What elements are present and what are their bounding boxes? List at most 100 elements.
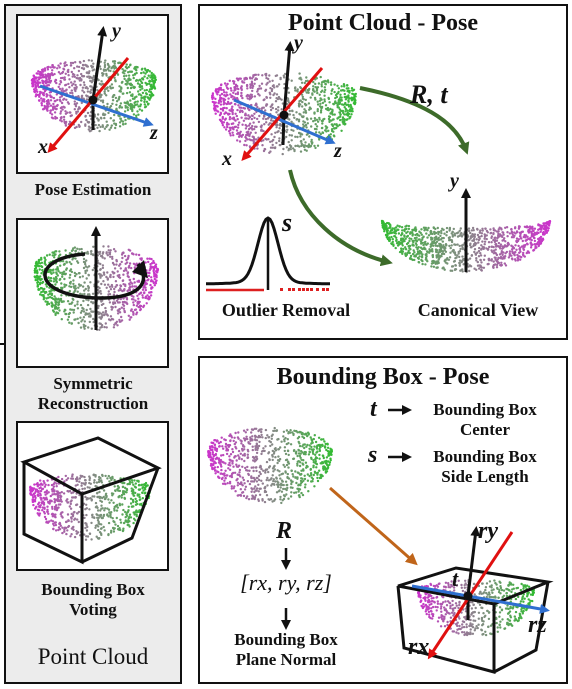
cloud-point bbox=[438, 250, 442, 254]
cloud-point bbox=[114, 126, 117, 130]
cloud-point bbox=[280, 501, 283, 505]
cloud-point bbox=[102, 245, 105, 248]
cloud-point bbox=[215, 91, 218, 94]
cloud-point bbox=[100, 523, 103, 526]
cloud-point bbox=[73, 274, 77, 278]
cloud-point bbox=[260, 107, 263, 111]
cloud-point bbox=[86, 525, 89, 529]
cloud-point bbox=[47, 512, 50, 515]
cloud-point bbox=[326, 79, 330, 82]
cloud-point bbox=[236, 484, 239, 487]
cloud-point bbox=[135, 114, 138, 117]
cloud-point bbox=[56, 103, 59, 107]
cloud-point bbox=[68, 311, 72, 315]
cloud-point bbox=[252, 476, 255, 480]
cloud-point bbox=[156, 267, 159, 271]
cloud-point bbox=[492, 232, 495, 236]
cloud-point bbox=[479, 252, 482, 255]
cloud-point bbox=[99, 292, 103, 295]
cloud-point bbox=[473, 233, 477, 236]
cloud-point bbox=[120, 260, 123, 264]
cloud-point bbox=[308, 447, 311, 450]
cloud-point bbox=[35, 93, 38, 96]
cloud-point bbox=[267, 498, 270, 501]
cloud-point bbox=[458, 234, 461, 237]
cloud-point bbox=[90, 538, 93, 541]
cloud-point bbox=[228, 132, 232, 135]
cloud-point bbox=[153, 87, 157, 90]
cloud-point bbox=[31, 84, 35, 88]
cloud-point bbox=[508, 232, 512, 235]
cloud-point bbox=[105, 286, 108, 289]
cloud-point bbox=[123, 288, 126, 291]
cloud-point bbox=[107, 521, 111, 525]
cloud-point bbox=[33, 483, 36, 486]
cloud-point bbox=[308, 135, 311, 138]
cloud-point bbox=[68, 276, 71, 279]
cloud-point bbox=[382, 221, 385, 225]
cloud-point bbox=[246, 138, 249, 141]
cloud-point bbox=[282, 430, 286, 433]
cloud-point bbox=[513, 231, 516, 234]
cloud-point bbox=[287, 453, 290, 457]
cloud-point bbox=[315, 88, 319, 91]
cloud-point bbox=[293, 148, 296, 152]
cloud-point bbox=[58, 521, 61, 525]
cloud-point bbox=[98, 322, 101, 325]
cloud-point bbox=[298, 100, 301, 103]
cloud-point bbox=[62, 118, 66, 121]
cloud-point bbox=[303, 433, 306, 436]
cloud-point bbox=[442, 252, 446, 256]
cloud-point bbox=[467, 227, 471, 230]
cloud-point bbox=[68, 261, 71, 264]
cloud-point bbox=[392, 243, 395, 246]
cloud-point bbox=[128, 513, 132, 516]
cloud-point bbox=[314, 460, 317, 463]
cloud-point bbox=[53, 66, 56, 69]
cloud-point bbox=[77, 106, 81, 109]
cloud-point bbox=[325, 130, 328, 133]
cloud-point bbox=[45, 497, 48, 501]
cloud-point bbox=[34, 490, 37, 493]
cloud-point bbox=[526, 243, 529, 246]
cloud-point bbox=[222, 447, 225, 450]
cloud-point bbox=[37, 490, 40, 493]
cloud-point bbox=[83, 487, 87, 490]
cloud-point bbox=[146, 279, 149, 282]
cloud-point bbox=[275, 111, 278, 114]
cloud-point bbox=[243, 77, 246, 80]
cloud-point bbox=[287, 497, 290, 500]
cloud-point bbox=[251, 124, 254, 128]
cloud-point bbox=[453, 259, 456, 263]
cloud-point bbox=[92, 473, 95, 477]
cloud-point bbox=[285, 135, 288, 139]
cloud-point bbox=[240, 135, 243, 138]
cloud-point bbox=[278, 137, 281, 140]
cloud-point bbox=[229, 93, 232, 96]
cloud-point bbox=[310, 125, 313, 128]
cloud-point bbox=[501, 239, 504, 242]
cloud-point bbox=[333, 83, 336, 86]
cloud-point bbox=[311, 92, 314, 95]
cloud-point bbox=[135, 515, 138, 518]
cloud-point bbox=[54, 99, 57, 103]
cloud-point bbox=[105, 326, 108, 329]
cloud-point bbox=[236, 108, 239, 112]
cloud-point bbox=[78, 480, 81, 483]
cloud-point bbox=[79, 284, 83, 287]
cloud-point bbox=[128, 278, 132, 282]
cloud-point bbox=[103, 61, 106, 64]
cloud-point bbox=[134, 66, 137, 69]
cloud-point bbox=[450, 244, 453, 247]
cloud-point bbox=[46, 300, 49, 304]
cloud-point bbox=[113, 62, 116, 65]
cloud-point bbox=[234, 441, 238, 444]
cloud-point bbox=[338, 98, 341, 101]
cloud-point bbox=[41, 487, 45, 490]
cloud-point bbox=[330, 92, 333, 95]
cloud-point bbox=[421, 259, 424, 263]
cloud-point bbox=[311, 141, 314, 144]
cloud-point bbox=[125, 63, 128, 66]
cloud-point bbox=[503, 262, 506, 265]
cloud-point bbox=[288, 144, 292, 147]
